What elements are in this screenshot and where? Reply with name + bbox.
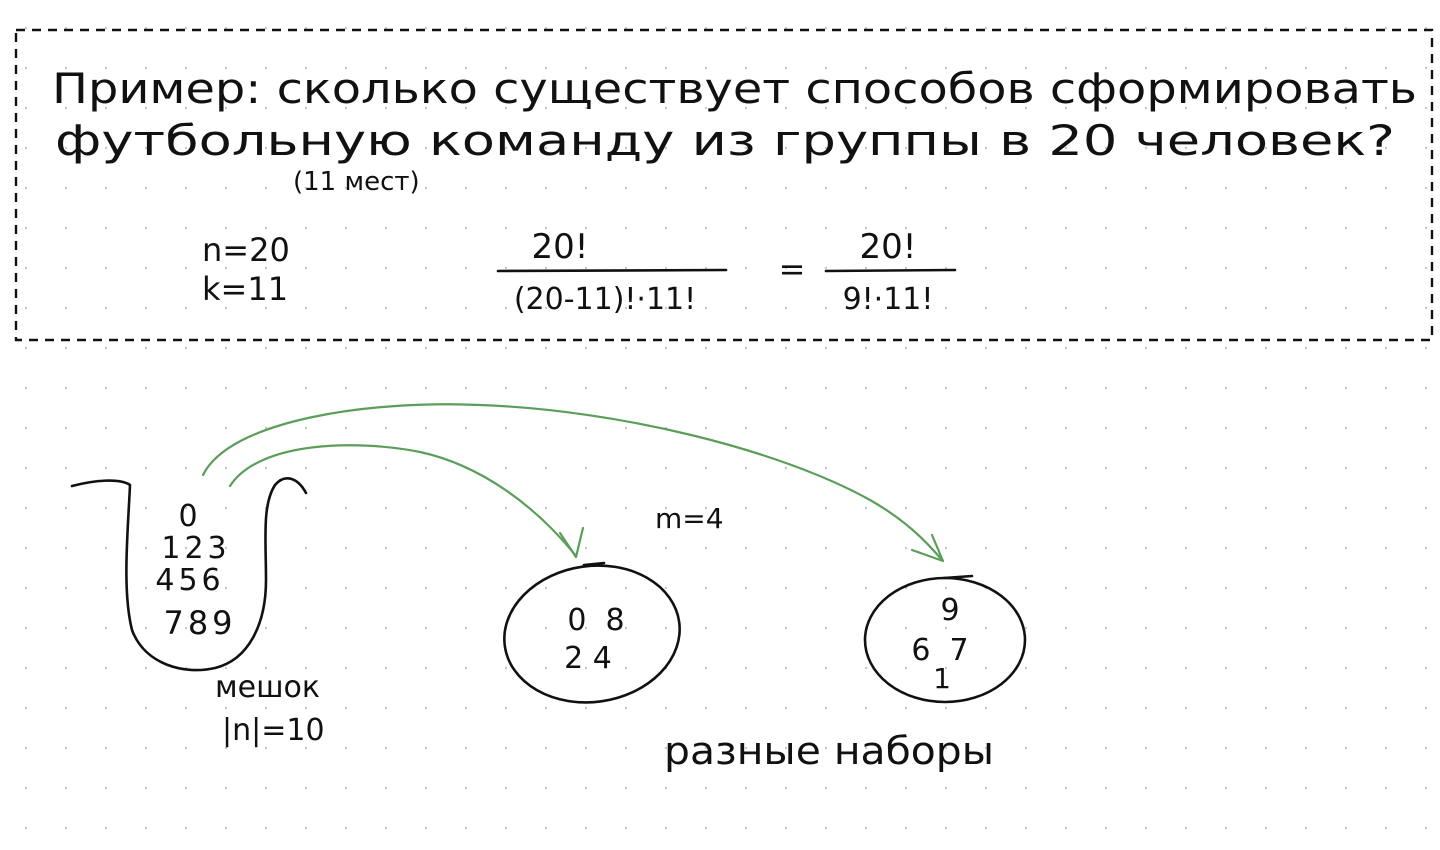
arrow-to-set-a xyxy=(228,444,578,558)
bag-digits-row-1: 0 xyxy=(178,499,197,534)
arrow-to-set-b-head xyxy=(910,533,945,563)
set-a-circle xyxy=(503,564,681,704)
places-note: (11 мест) xyxy=(293,167,420,197)
m-value: m=4 xyxy=(655,502,724,535)
set-a-row-2: 2 4 xyxy=(564,641,612,676)
set-b-row-2: 6 7 xyxy=(911,633,968,668)
sets-label: разные наборы xyxy=(664,729,994,773)
set-a-tick xyxy=(582,561,606,567)
arrow-to-set-a-head xyxy=(558,526,585,559)
fraction-2-denominator: 9!·11! xyxy=(843,282,934,317)
fraction-1-bar xyxy=(496,268,728,273)
fraction-2-numerator: 20! xyxy=(860,227,917,267)
n-value: n=20 xyxy=(202,231,290,269)
bag-digits-row-4: 789 xyxy=(163,604,236,642)
equals-sign: = xyxy=(779,250,806,288)
set-b-row-1: 9 xyxy=(940,593,959,628)
arrow-to-set-b xyxy=(201,403,944,562)
bag-label: мешок xyxy=(215,670,320,705)
bag-digits-row-2: 123 xyxy=(161,531,230,566)
fraction-1-denominator: (20-11)!·11! xyxy=(514,282,696,317)
example-line-2: футбольную команду из группы в 20 челове… xyxy=(55,116,1395,165)
example-line-1: Пример: сколько существует способов сфор… xyxy=(52,64,1417,113)
set-b-tick xyxy=(942,574,974,580)
k-value: k=11 xyxy=(202,270,288,308)
bag-size-label: |n|=10 xyxy=(222,713,325,748)
fraction-1-numerator: 20! xyxy=(532,227,589,267)
bag-digits-row-3: 456 xyxy=(155,563,224,598)
example-dashed-frame xyxy=(14,28,1434,342)
bag-outline xyxy=(70,477,308,672)
set-a-row-1: 0 8 xyxy=(567,603,624,638)
fraction-2-bar xyxy=(824,268,957,273)
set-b-row-3: 1 xyxy=(933,662,951,695)
